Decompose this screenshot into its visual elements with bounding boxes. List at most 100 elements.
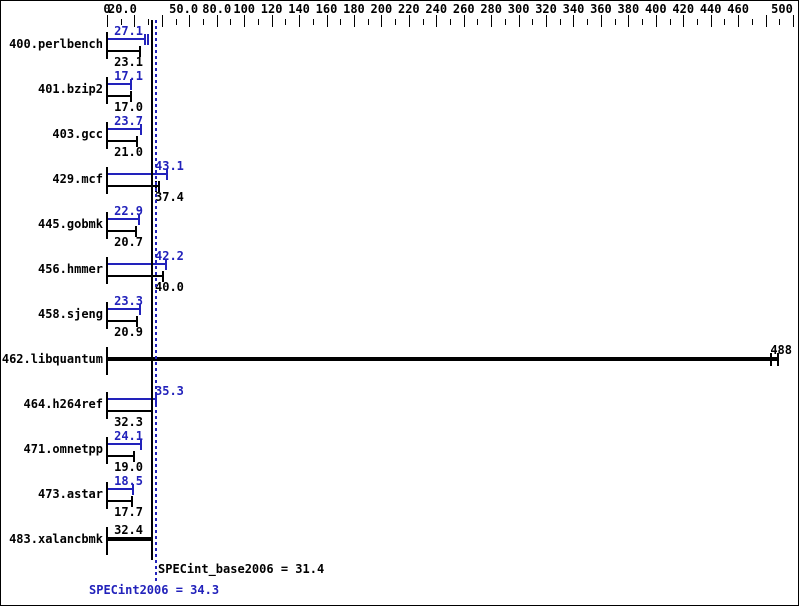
axis-tick <box>615 19 616 25</box>
axis-tick <box>573 15 574 27</box>
axis-label: 240 <box>425 2 448 16</box>
axis-label: 360 <box>590 2 612 16</box>
bar-end-tick <box>144 34 146 45</box>
axis-label: 220 <box>397 2 420 16</box>
bar-end-tick <box>131 496 133 507</box>
axis-tick <box>230 19 231 25</box>
axis-tick <box>134 15 135 27</box>
axis-label: 260 <box>452 2 475 16</box>
axis-tick <box>519 15 520 27</box>
peak-bar <box>108 488 133 490</box>
axis-tick <box>711 15 712 27</box>
base-value-label: 32.3 <box>114 415 143 429</box>
start-bracket <box>106 527 108 555</box>
start-bracket <box>106 482 108 509</box>
base-value-label: 20.7 <box>114 235 143 249</box>
base-value-label: 17.7 <box>114 505 143 519</box>
start-bracket <box>106 122 108 149</box>
start-bracket <box>106 212 108 239</box>
axis-tick <box>491 15 492 27</box>
axis-tick <box>779 19 780 25</box>
base-bar <box>108 50 139 52</box>
peak-bar <box>108 308 139 310</box>
axis-label: 100 <box>233 2 256 16</box>
axis-tick <box>450 19 451 25</box>
bar-end-tick <box>139 304 141 315</box>
axis-label: 180 <box>343 2 365 16</box>
axis-tick <box>176 19 177 25</box>
axis-tick <box>340 19 341 25</box>
bar-end-tick <box>136 316 138 327</box>
peak-bar <box>108 443 141 445</box>
base-value-label: 20.9 <box>114 325 143 339</box>
axis-tick <box>546 15 547 27</box>
axis-tick <box>217 15 218 27</box>
base-value-label: 17.0 <box>114 100 143 114</box>
base-value-label: 40.0 <box>155 280 184 294</box>
benchmark-label: 429.mcf <box>52 172 103 186</box>
bar-end-tick <box>138 214 140 225</box>
axis-tick <box>697 19 698 25</box>
benchmark-label: 471.omnetpp <box>23 442 103 456</box>
axis-tick <box>601 15 602 27</box>
axis-tick <box>203 19 204 25</box>
axis-tick <box>258 19 259 25</box>
axis-tick <box>670 19 671 25</box>
benchmark-label: 462.libquantum <box>1 352 103 366</box>
benchmark-label: 403.gcc <box>52 127 103 141</box>
peak-value-label: 23.7 <box>114 114 143 128</box>
benchmark-label: 401.bzip2 <box>37 82 103 96</box>
peak-value-label: 17.1 <box>114 69 143 83</box>
bar-end-tick <box>136 136 138 147</box>
base-bar <box>108 410 152 412</box>
bar-end-tick <box>133 451 135 462</box>
peak-mean-annotation: SPECint2006 = 34.3 <box>89 583 220 597</box>
axis-tick <box>107 15 108 27</box>
peak-bar <box>108 173 167 175</box>
axis-label: 80.0 <box>202 2 232 16</box>
axis-label: 50.0 <box>169 2 199 16</box>
peak-value-label: 23.3 <box>114 294 143 308</box>
merged-value-label: 488 <box>770 343 792 357</box>
axis-label: 200 <box>370 2 393 16</box>
axis-tick <box>423 19 424 25</box>
base-bar <box>108 230 136 232</box>
axis-label: 280 <box>480 2 502 16</box>
bar-end-tick <box>162 271 164 282</box>
axis-label: 460 <box>727 2 749 16</box>
start-bracket <box>106 347 108 375</box>
axis-tick <box>244 15 245 27</box>
axis-label: 140 <box>288 2 310 16</box>
axis-label: 420 <box>672 2 695 16</box>
axis-tick <box>162 15 163 27</box>
bar-end-tick <box>135 226 137 237</box>
axis-tick <box>532 19 533 25</box>
peak-value-label: 43.1 <box>155 159 184 173</box>
base-mean-annotation: SPECint_base2006 = 31.4 <box>158 562 325 576</box>
start-bracket <box>106 167 108 194</box>
peak-value-label: 42.2 <box>155 249 184 263</box>
axis-label: 320 <box>535 2 557 16</box>
peak-bar <box>108 128 140 130</box>
benchmark-label: 458.sjeng <box>37 307 103 321</box>
bar-end-tick <box>130 91 132 102</box>
axis-tick <box>409 15 410 27</box>
axis-tick <box>299 15 300 27</box>
axis-tick <box>793 15 794 27</box>
peak-value-label: 27.1 <box>114 24 143 38</box>
bar-end-tick <box>132 484 134 495</box>
axis-label: 440 <box>699 2 722 16</box>
axis-label: 20.0 <box>107 2 137 16</box>
start-bracket <box>106 302 108 329</box>
base-bar <box>108 185 159 187</box>
start-bracket <box>106 257 108 284</box>
peak-bar <box>108 218 139 220</box>
bar-end-tick <box>165 259 167 270</box>
base-bar <box>108 455 134 457</box>
peak-bar <box>108 263 165 265</box>
axis-tick <box>505 19 506 25</box>
benchmark-label: 483.xalancbmk <box>9 532 103 546</box>
axis-label: 300 <box>507 2 530 16</box>
axis-tick <box>381 15 382 27</box>
benchmark-label: 473.astar <box>37 487 103 501</box>
